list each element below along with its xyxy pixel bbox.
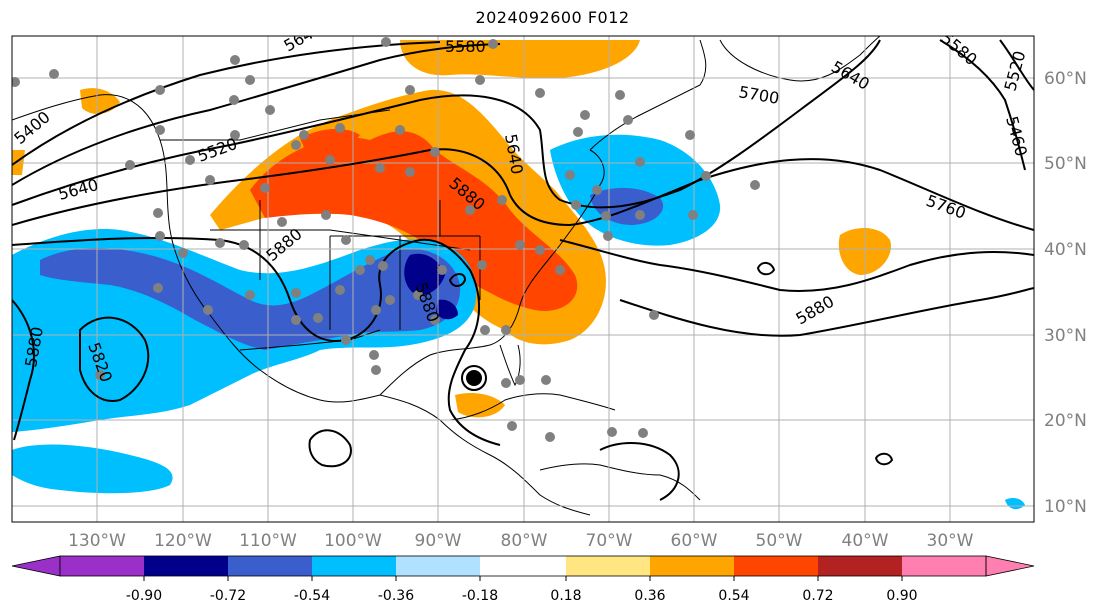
lon-label: 40°W bbox=[842, 531, 889, 551]
contour-label: 5580 bbox=[937, 29, 980, 70]
lon-label: 120°W bbox=[154, 531, 212, 551]
colorbar-swatch bbox=[480, 556, 566, 576]
lon-label: 30°W bbox=[927, 531, 974, 551]
lon-label: 110°W bbox=[239, 531, 297, 551]
lat-label: 20°N bbox=[1044, 411, 1087, 431]
contour-label: 5700 bbox=[737, 82, 780, 108]
map-title: 2024092600 F012 bbox=[475, 8, 630, 27]
colorbar-tick-label: 0.36 bbox=[634, 588, 665, 604]
colorbar: -0.90 -0.72 -0.54 -0.36 -0.18 0.18 0.36 … bbox=[11, 555, 1035, 604]
lat-label: 40°N bbox=[1044, 240, 1087, 260]
lon-label: 130°W bbox=[68, 531, 126, 551]
lon-label: 90°W bbox=[415, 531, 462, 551]
colorbar-swatch bbox=[144, 556, 228, 576]
colorbar-swatch bbox=[818, 556, 902, 576]
contour-label: 5640 bbox=[281, 19, 326, 56]
colorbar-swatch bbox=[902, 556, 986, 576]
lon-label: 50°W bbox=[756, 531, 803, 551]
lon-label: 70°W bbox=[586, 531, 633, 551]
map-frame bbox=[11, 35, 1035, 523]
contour-label: 5520 bbox=[195, 134, 240, 166]
lat-label: 30°N bbox=[1044, 326, 1087, 346]
coastlines bbox=[12, 36, 881, 516]
colorbar-tick-label: -0.36 bbox=[378, 588, 414, 604]
lat-label: 50°N bbox=[1044, 154, 1087, 174]
colorbar-over-triangle bbox=[985, 555, 1035, 577]
lon-label: 60°W bbox=[671, 531, 718, 551]
observation-stations bbox=[12, 37, 760, 442]
lon-label: 80°W bbox=[501, 531, 548, 551]
colorbar-tick-label: 0.18 bbox=[550, 588, 581, 604]
colorbar-tick-label: 0.90 bbox=[886, 588, 917, 604]
colorbar-tick-label: 0.72 bbox=[802, 588, 833, 604]
graticule bbox=[12, 36, 1034, 522]
lat-label: 60°N bbox=[1044, 69, 1087, 89]
lat-label: 10°N bbox=[1044, 497, 1087, 517]
contour-label: 5580 bbox=[445, 37, 486, 56]
colorbar-swatch bbox=[60, 556, 144, 576]
colorbar-swatch bbox=[228, 556, 312, 576]
contour-label: 5760 bbox=[924, 191, 969, 223]
colorbar-swatch bbox=[734, 556, 818, 576]
contour-label: 5520 bbox=[1001, 49, 1030, 93]
lon-label: 100°W bbox=[324, 531, 382, 551]
colorbar-under-triangle bbox=[11, 555, 61, 577]
colorbar-tick-label: -0.18 bbox=[462, 588, 498, 604]
contour-label: 5460 bbox=[1002, 114, 1031, 158]
colorbar-tick-label: 0.54 bbox=[718, 588, 749, 604]
colorbar-swatch bbox=[396, 556, 480, 576]
colorbar-swatch bbox=[566, 556, 650, 576]
contour-label: 5640 bbox=[56, 175, 100, 204]
positive-anomaly-fills bbox=[12, 40, 891, 418]
colorbar-tick-label: -0.54 bbox=[294, 588, 330, 604]
contour-label: 5880 bbox=[793, 292, 838, 329]
tropical-cyclone-center-icon bbox=[461, 365, 487, 391]
colorbar-swatch bbox=[312, 556, 396, 576]
colorbar-tick-label: -0.72 bbox=[210, 588, 246, 604]
colorbar-tick-label: -0.90 bbox=[126, 588, 162, 604]
colorbar-swatch bbox=[650, 556, 734, 576]
